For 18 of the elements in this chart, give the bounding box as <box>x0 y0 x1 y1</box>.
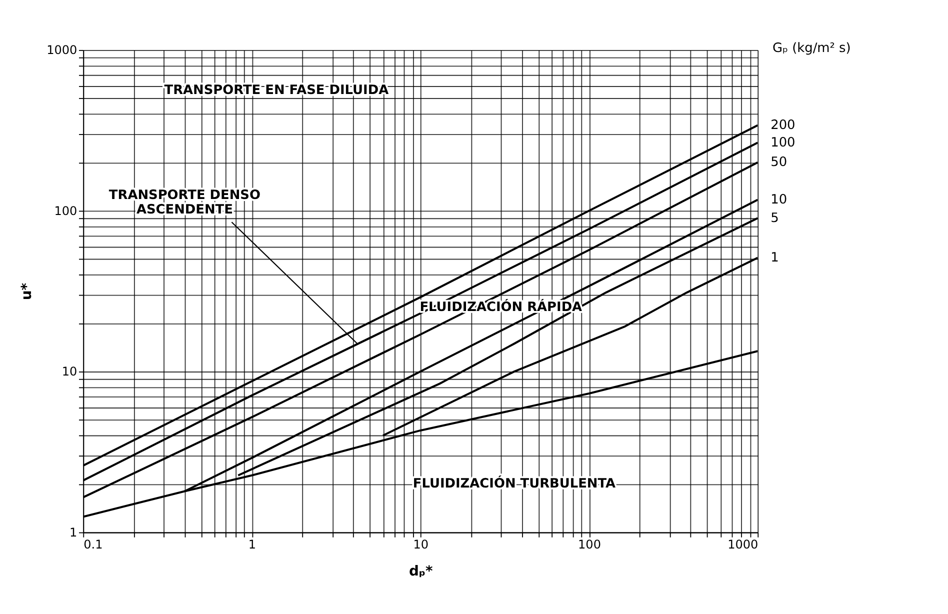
y-tick-label: 10 <box>62 364 78 379</box>
series-label: 100 <box>770 135 796 150</box>
x-tick-label: 0.1 <box>84 537 103 552</box>
y-axis-title: u* <box>18 283 35 300</box>
y-tick-label: 1 <box>70 525 78 540</box>
legend-title: Gₚ (kg/m² s) <box>772 40 851 56</box>
series-label: 50 <box>770 155 788 170</box>
y-tick-label: 100 <box>54 204 78 218</box>
series-label: 5 <box>770 210 779 226</box>
x-tick-label: 1000 <box>728 537 758 552</box>
x-axis-title: dₚ* <box>408 563 433 580</box>
x-tick-label: 1 <box>248 537 256 552</box>
x-tick-label: 100 <box>578 537 601 552</box>
x-tick-label: 10 <box>413 537 429 552</box>
y-tick-label: 1000 <box>46 43 78 58</box>
series-label: 10 <box>770 192 788 208</box>
series-label: 200 <box>770 118 796 134</box>
series-label: 1 <box>770 250 779 266</box>
